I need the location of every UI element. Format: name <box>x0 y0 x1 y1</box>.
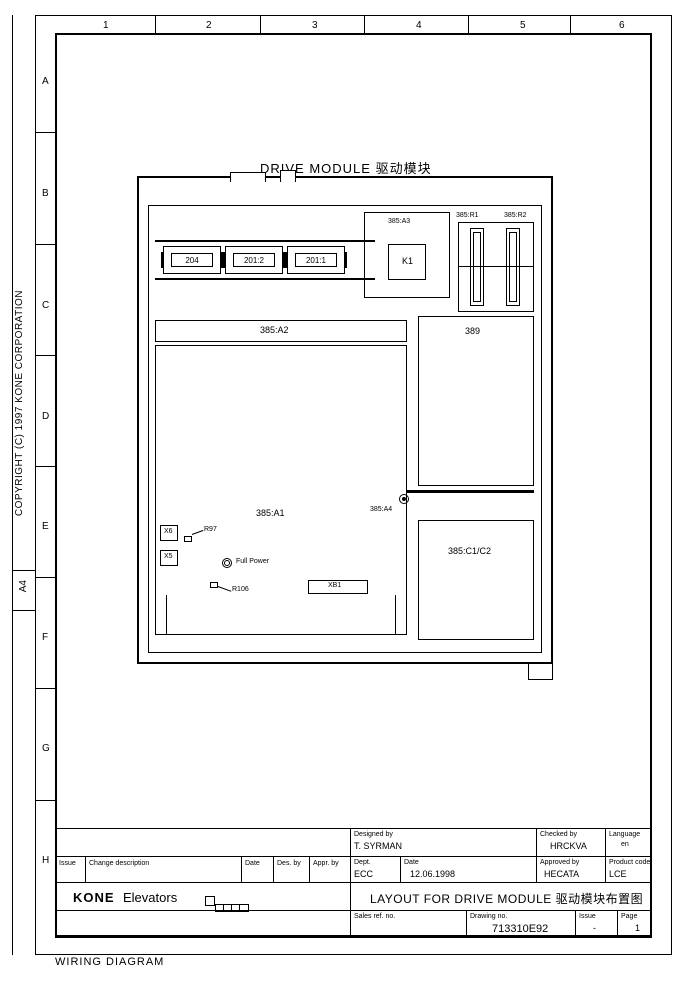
label-r97: R97 <box>204 526 217 533</box>
tb-appr-lbl: Approved by <box>540 859 579 866</box>
side-left-border <box>12 15 13 955</box>
label-389: 389 <box>465 326 480 336</box>
comp-a4-bar <box>407 490 534 493</box>
tb-page: 1 <box>635 923 640 933</box>
ruler-row-C: C <box>42 300 49 311</box>
label-385a4: 385:A4 <box>370 506 392 513</box>
ruler-col-4: 4 <box>416 20 422 31</box>
terminal-label-201:1: 201:1 <box>295 253 337 267</box>
ruler-col-5: 5 <box>520 20 526 31</box>
terminal-label-201:2: 201:2 <box>233 253 275 267</box>
comp-c1c2 <box>418 520 534 640</box>
tb-checked-lbl: Checked by <box>540 831 577 838</box>
tb-left-appr: Appr. by <box>313 860 339 867</box>
terminal-rail-top <box>155 240 375 242</box>
label-r106: R106 <box>232 586 249 593</box>
ruler-row-tick <box>35 132 55 133</box>
label-c1c2: 385:C1/C2 <box>448 546 491 556</box>
tb-appr: HECATA <box>544 869 579 879</box>
ruler-row-tick <box>35 800 55 801</box>
tb-issue: - <box>593 923 596 933</box>
comp-r97 <box>184 536 192 542</box>
ruler-row-tick <box>35 688 55 689</box>
ruler-col-tick <box>364 15 365 33</box>
tb-left-issue: Issue <box>59 860 76 867</box>
ruler-row-F: F <box>42 632 48 643</box>
comp-r106 <box>210 582 218 588</box>
ruler-row-tick <box>35 466 55 467</box>
module-cutout-2 <box>280 170 296 182</box>
tb-designedby-lbl: Designed by <box>354 831 393 838</box>
ruler-row-E: E <box>42 521 49 532</box>
ruler-col-2: 2 <box>206 20 212 31</box>
tb-left-change: Change description <box>89 860 149 867</box>
ruler-col-3: 3 <box>312 20 318 31</box>
label-k1: K1 <box>402 256 413 266</box>
tb-checked: HRCKVA <box>550 841 587 851</box>
paper-size-label: A4 <box>18 580 29 592</box>
ruler-row-H: H <box>42 855 49 866</box>
slot-r2-inner <box>509 232 517 302</box>
slot-r1-inner <box>473 232 481 302</box>
tb-prod: LCE <box>609 869 627 879</box>
label-385a1: 385:A1 <box>256 508 285 518</box>
footer-text: WIRING DIAGRAM <box>55 956 164 968</box>
a4-divider-bot <box>12 610 35 611</box>
tb-left-date: Date <box>245 860 260 867</box>
tb-issue-lbl: Issue <box>579 913 596 920</box>
tb-dept: ECC <box>354 869 373 879</box>
ruler-row-G: G <box>42 743 50 754</box>
label-full-power: Full Power <box>236 558 269 565</box>
ruler-col-tick <box>468 15 469 33</box>
tb-date-lbl: Date <box>404 859 419 866</box>
label-x6: X6 <box>164 528 173 535</box>
comp-385a1-inner <box>166 595 396 635</box>
tb-drawno-lbl: Drawing no. <box>470 913 507 920</box>
module-foot <box>528 664 553 680</box>
ruler-col-tick <box>155 15 156 33</box>
tb-prod-lbl: Product code <box>609 859 650 866</box>
ruler-col-tick <box>570 15 571 33</box>
label-x5: X5 <box>164 553 173 560</box>
tb-title: LAYOUT FOR DRIVE MODULE 驱动模块布置图 <box>370 890 643 907</box>
ruler-row-tick <box>35 244 55 245</box>
tb-dept-lbl: Dept. <box>354 859 371 866</box>
ruler-col-1: 1 <box>103 20 109 31</box>
led-full-power-in <box>224 560 230 566</box>
tb-page-lbl: Page <box>621 913 637 920</box>
tb-salesref-lbl: Sales ref. no. <box>354 913 395 920</box>
module-cutout-1 <box>230 172 266 182</box>
comp-a4-pin-dot <box>402 497 406 501</box>
ruler-row-D: D <box>42 411 49 422</box>
tb-company-bold: KONE <box>73 890 115 905</box>
ruler-row-tick <box>35 577 55 578</box>
tb-left-des: Des. by <box>277 860 301 867</box>
copyright-label: COPYRIGHT (C) 1997 KONE CORPORATION <box>14 290 25 516</box>
tb-lang: en <box>621 841 629 848</box>
terminal-label-204: 204 <box>171 253 213 267</box>
ruler-col-6: 6 <box>619 20 625 31</box>
tb-drawno: 713310E92 <box>492 923 548 935</box>
label-385a2: 385:A2 <box>260 325 289 335</box>
ruler-row-B: B <box>42 188 49 199</box>
ruler-row-tick <box>35 355 55 356</box>
comp-385a1 <box>155 345 407 635</box>
tb-designedby: T. SYRMAN <box>354 841 402 851</box>
a4-divider-top <box>12 570 35 571</box>
ruler-col-tick <box>260 15 261 33</box>
ruler-row-A: A <box>42 76 49 87</box>
terminal-rail-bot <box>155 278 375 280</box>
label-385r2: 385:R2 <box>504 212 527 219</box>
tb-date: 12.06.1998 <box>410 869 455 879</box>
label-xb1: XB1 <box>328 582 341 589</box>
comp-389 <box>418 316 534 486</box>
tb-lang-lbl: Language <box>609 831 640 838</box>
engineering-drawing-sheet: 1 2 3 4 5 6 A B C D E F G H A4 COPYRIGHT (C) 1997 KO… <box>0 0 700 990</box>
tb-company: Elevators <box>123 890 177 905</box>
label-385r1: 385:R1 <box>456 212 479 219</box>
label-385a3: 385:A3 <box>388 218 410 225</box>
